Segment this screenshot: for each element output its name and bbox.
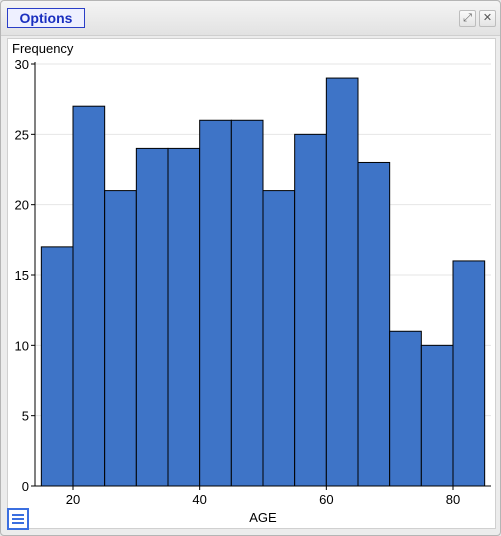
histogram-bar[interactable] <box>230 119 264 487</box>
x-axis-title: AGE <box>249 510 277 525</box>
histogram-bar[interactable] <box>452 260 486 487</box>
y-tick-label: 15 <box>15 268 29 283</box>
y-axis-title: Frequency <box>12 41 74 56</box>
hamburger-menu-icon[interactable] <box>7 508 29 530</box>
x-tick-label: 20 <box>66 492 80 507</box>
histogram-bar[interactable] <box>135 147 169 487</box>
x-tick-label: 60 <box>319 492 333 507</box>
y-tick-label: 5 <box>22 409 29 424</box>
y-tick-label: 10 <box>15 338 29 353</box>
histogram-bar[interactable] <box>294 133 327 487</box>
histogram-bar[interactable] <box>104 190 137 487</box>
histogram-bar[interactable] <box>40 246 74 487</box>
x-tick-label: 40 <box>192 492 206 507</box>
histogram-bar[interactable] <box>262 190 296 487</box>
title-bar: Options ⤢ ✕ <box>1 1 500 36</box>
histogram-bar[interactable] <box>389 330 422 487</box>
histogram-bar[interactable] <box>72 105 106 487</box>
histogram-bar[interactable] <box>167 147 201 487</box>
close-icon[interactable]: ✕ <box>479 10 496 27</box>
expand-icon[interactable]: ⤢ <box>459 10 476 27</box>
y-tick-label: 0 <box>22 479 29 494</box>
histogram-chart: 0 5 10 15 20 25 30 20 40 60 80 Frequency AGE <box>12 41 491 525</box>
options-button[interactable]: Options <box>7 8 85 28</box>
histogram-bar[interactable] <box>199 119 232 487</box>
y-tick-label: 30 <box>15 57 29 72</box>
histogram-bar[interactable] <box>357 161 391 487</box>
histogram-bar[interactable] <box>325 77 359 487</box>
x-tick-label: 80 <box>446 492 460 507</box>
plot-area: 0 5 10 15 20 25 30 20 40 60 80 Frequency AGE <box>7 38 496 529</box>
y-tick-label: 20 <box>15 198 29 213</box>
histogram-bar[interactable] <box>420 344 454 487</box>
y-tick-label: 25 <box>15 127 29 142</box>
